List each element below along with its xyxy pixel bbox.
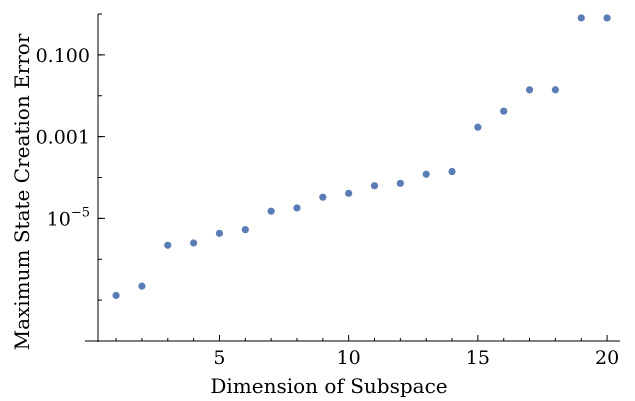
x-tick-label-5: 5 xyxy=(213,347,225,369)
y-axis: 0.100 0.001 10−5 xyxy=(36,13,105,342)
y-ticks: 0.100 0.001 10−5 xyxy=(36,13,105,342)
y-axis-title: Maximum State Creation Error xyxy=(10,33,34,350)
data-point-11 xyxy=(370,182,379,190)
data-point-15 xyxy=(474,123,482,131)
x-tick-label-15: 15 xyxy=(466,347,490,369)
data-points xyxy=(112,14,611,300)
data-point-16 xyxy=(500,107,508,115)
data-point-4 xyxy=(190,239,198,247)
data-point-18 xyxy=(551,86,559,94)
data-point-5 xyxy=(215,229,224,237)
data-point-8 xyxy=(293,204,301,212)
data-point-9 xyxy=(319,193,327,201)
data-point-1 xyxy=(112,291,120,300)
data-point-6 xyxy=(241,226,249,234)
x-tick-label-10: 10 xyxy=(337,347,361,369)
x-axis: 5 10 15 20 xyxy=(85,335,620,369)
x-ticks: 5 10 15 20 xyxy=(115,335,619,369)
data-point-13 xyxy=(422,170,430,178)
x-tick-label-20: 20 xyxy=(595,347,619,369)
data-point-20 xyxy=(603,14,611,22)
data-point-14 xyxy=(448,167,456,176)
data-point-7 xyxy=(267,207,275,215)
y-tick-label: 10−5 xyxy=(47,205,90,230)
data-point-12 xyxy=(396,179,404,187)
data-point-19 xyxy=(577,14,585,22)
data-point-10 xyxy=(345,189,353,197)
x-axis-title: Dimension of Subspace xyxy=(210,374,447,398)
data-point-2 xyxy=(138,282,146,290)
data-point-3 xyxy=(164,241,172,249)
y-tick-label: 0.100 xyxy=(36,45,90,67)
y-tick-label: 0.001 xyxy=(36,127,90,149)
data-point-17 xyxy=(525,86,534,94)
